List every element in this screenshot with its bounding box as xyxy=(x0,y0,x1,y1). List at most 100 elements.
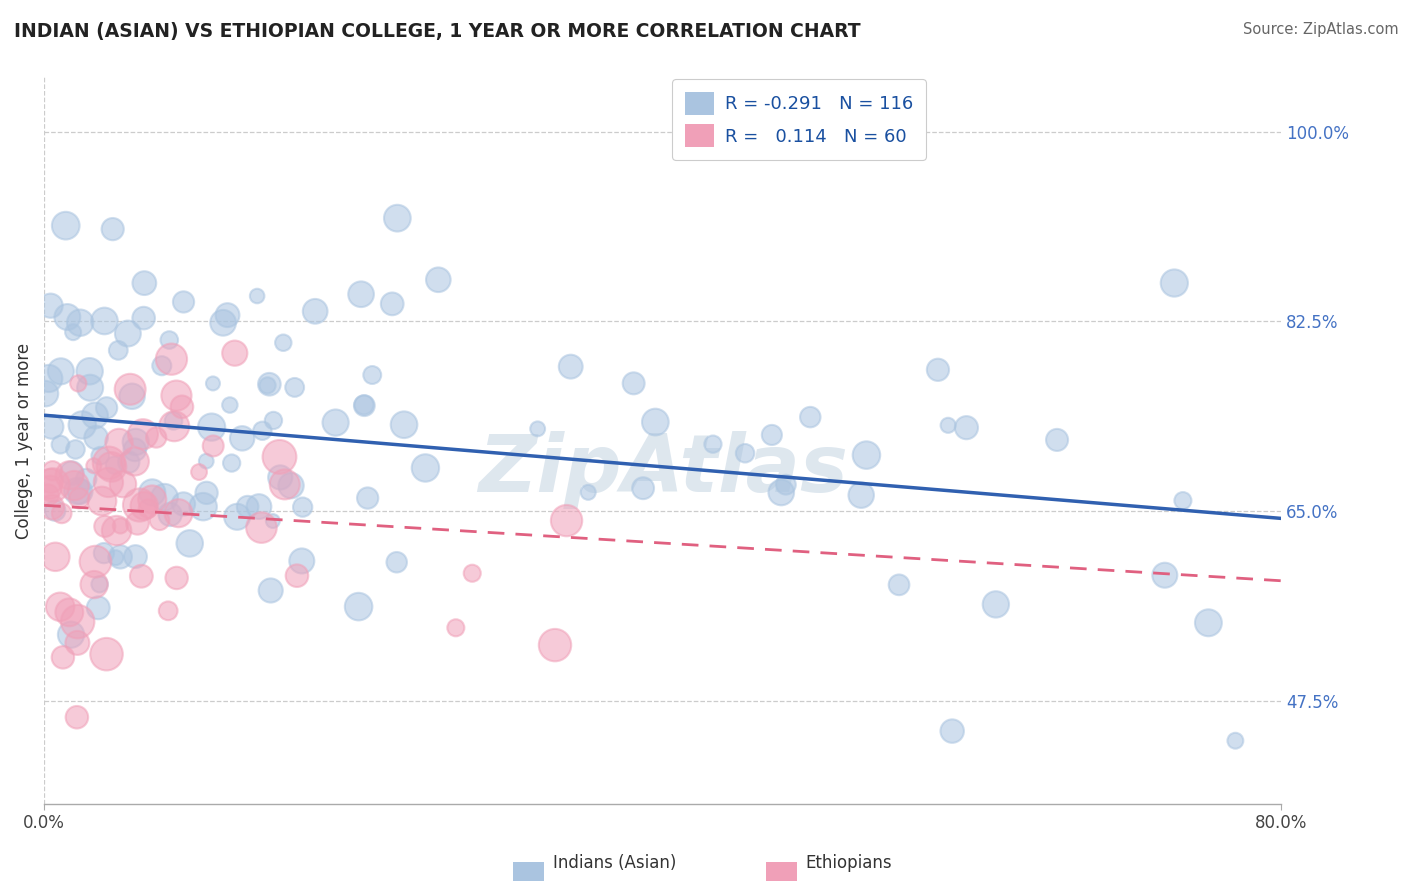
Point xyxy=(66,710,89,724)
Point xyxy=(644,415,666,429)
Point xyxy=(224,346,246,360)
Point xyxy=(179,536,201,550)
Point xyxy=(101,222,124,236)
Point xyxy=(269,450,291,464)
Point xyxy=(167,506,190,520)
Point xyxy=(39,480,62,494)
Point xyxy=(195,454,218,468)
Point xyxy=(125,434,148,449)
Point xyxy=(170,400,193,414)
Point xyxy=(110,519,132,533)
Point xyxy=(110,549,132,564)
Point xyxy=(350,287,373,301)
Point xyxy=(148,513,170,527)
Point xyxy=(799,410,821,425)
Point xyxy=(49,599,72,614)
Point xyxy=(1171,493,1194,508)
Point xyxy=(347,599,370,614)
Point xyxy=(131,569,153,583)
Point xyxy=(145,430,167,444)
Point xyxy=(226,509,249,524)
Point xyxy=(121,389,143,403)
Point xyxy=(201,420,224,434)
Point xyxy=(159,508,181,522)
Point xyxy=(770,485,793,500)
Point xyxy=(83,577,105,591)
Point xyxy=(65,442,87,457)
Point xyxy=(124,454,146,468)
Point xyxy=(734,446,756,460)
Point xyxy=(141,492,163,507)
Point xyxy=(97,475,120,490)
Point xyxy=(44,549,66,564)
Point xyxy=(217,308,239,322)
Point xyxy=(84,555,107,569)
Point xyxy=(259,377,281,392)
Point xyxy=(157,333,180,347)
Point xyxy=(195,486,218,500)
Point xyxy=(134,499,156,513)
Point xyxy=(461,566,484,581)
Point xyxy=(304,304,326,318)
Point xyxy=(357,491,380,505)
Point xyxy=(984,598,1007,612)
Point xyxy=(162,414,184,428)
Point xyxy=(560,359,582,374)
Point xyxy=(218,398,240,412)
Point xyxy=(104,550,127,565)
Point xyxy=(851,488,873,502)
Point xyxy=(427,273,450,287)
Point xyxy=(252,424,274,438)
Point xyxy=(79,381,101,395)
Point xyxy=(887,578,910,592)
Point xyxy=(201,376,224,391)
Point xyxy=(188,465,211,479)
Point xyxy=(124,549,146,564)
Point xyxy=(173,497,195,511)
Point xyxy=(153,490,176,504)
Point xyxy=(89,449,111,463)
Point xyxy=(236,500,259,514)
Point xyxy=(212,316,235,330)
Point xyxy=(202,439,225,453)
Point xyxy=(132,427,155,442)
Point xyxy=(291,554,314,568)
Point xyxy=(165,389,187,403)
Point xyxy=(42,478,65,492)
Point xyxy=(285,568,308,582)
Point xyxy=(132,311,155,326)
Point xyxy=(67,491,90,506)
Point xyxy=(79,364,101,378)
Point xyxy=(108,435,131,450)
Point xyxy=(117,326,139,341)
Point xyxy=(98,456,121,470)
Point xyxy=(361,368,384,382)
Point xyxy=(280,478,302,492)
Point xyxy=(246,289,269,303)
Point xyxy=(93,546,115,560)
Point xyxy=(75,472,97,486)
Point xyxy=(1197,615,1219,630)
Point xyxy=(93,314,115,328)
Point xyxy=(89,577,111,591)
Point xyxy=(1163,276,1185,290)
Point xyxy=(49,364,72,378)
Point xyxy=(761,428,783,442)
Point xyxy=(157,604,180,618)
Legend: R = -0.291   N = 116, R =   0.114   N = 60: R = -0.291 N = 116, R = 0.114 N = 60 xyxy=(672,79,925,160)
Point xyxy=(41,464,63,478)
Text: INDIAN (ASIAN) VS ETHIOPIAN COLLEGE, 1 YEAR OR MORE CORRELATION CHART: INDIAN (ASIAN) VS ETHIOPIAN COLLEGE, 1 Y… xyxy=(14,22,860,41)
Point xyxy=(72,417,94,432)
Point xyxy=(141,485,163,500)
Point xyxy=(269,470,291,484)
Point xyxy=(1225,733,1247,747)
Point xyxy=(51,507,73,521)
Point xyxy=(91,494,114,508)
Point xyxy=(52,650,75,665)
Point xyxy=(103,458,125,473)
Point xyxy=(111,477,134,491)
Point xyxy=(60,628,83,642)
Point xyxy=(941,724,963,739)
Point xyxy=(59,468,82,483)
Point xyxy=(38,371,60,385)
